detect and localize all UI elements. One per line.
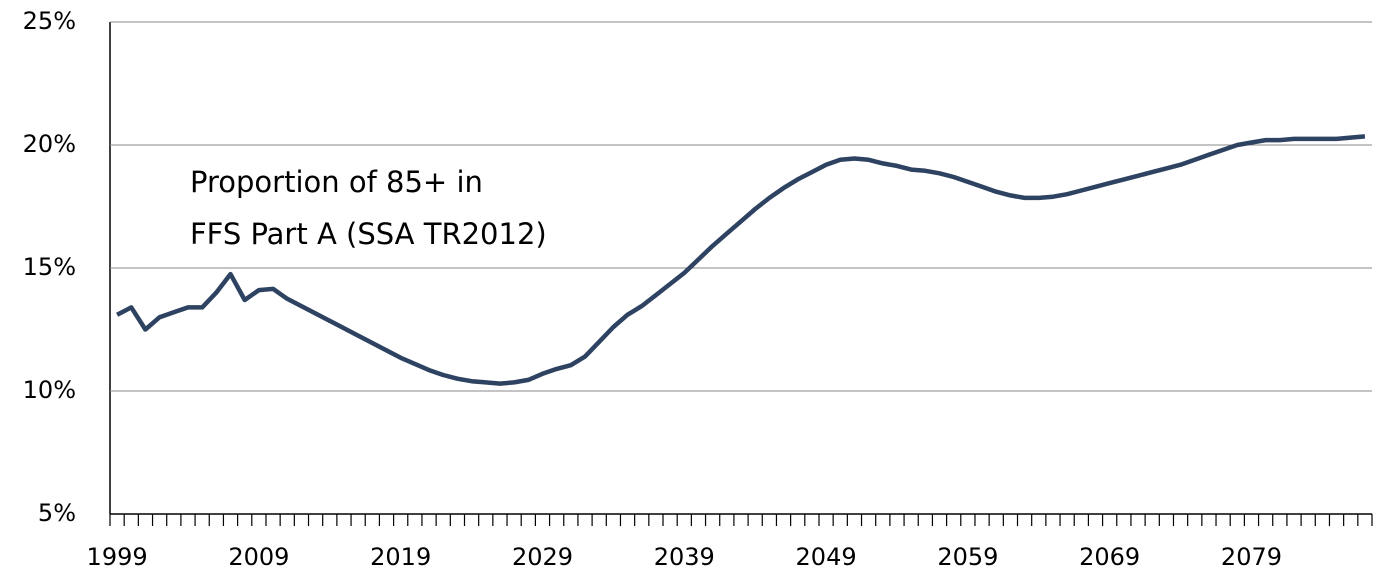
- y-tick-label: 25%: [23, 7, 76, 35]
- y-tick-label: 10%: [23, 376, 76, 404]
- x-tick-label: 2039: [654, 543, 715, 571]
- annotation: Proportion of 85+ in: [190, 165, 483, 199]
- data-line: [116, 134, 1366, 386]
- x-tick-label: 2069: [1079, 543, 1140, 571]
- x-tick-label: 2009: [228, 543, 289, 571]
- x-tick-label: 2059: [937, 543, 998, 571]
- y-tick-label: 5%: [38, 499, 76, 527]
- annotation: FFS Part A (SSA TR2012): [190, 217, 547, 251]
- x-tick-label: 2079: [1221, 543, 1282, 571]
- y-tick-label: 15%: [23, 253, 76, 281]
- x-tick-label: 2029: [512, 543, 573, 571]
- x-tick-label: 2049: [796, 543, 857, 571]
- x-tick-label: 2019: [370, 543, 431, 571]
- x-tick-label: 1999: [87, 543, 148, 571]
- y-tick-label: 20%: [23, 130, 76, 158]
